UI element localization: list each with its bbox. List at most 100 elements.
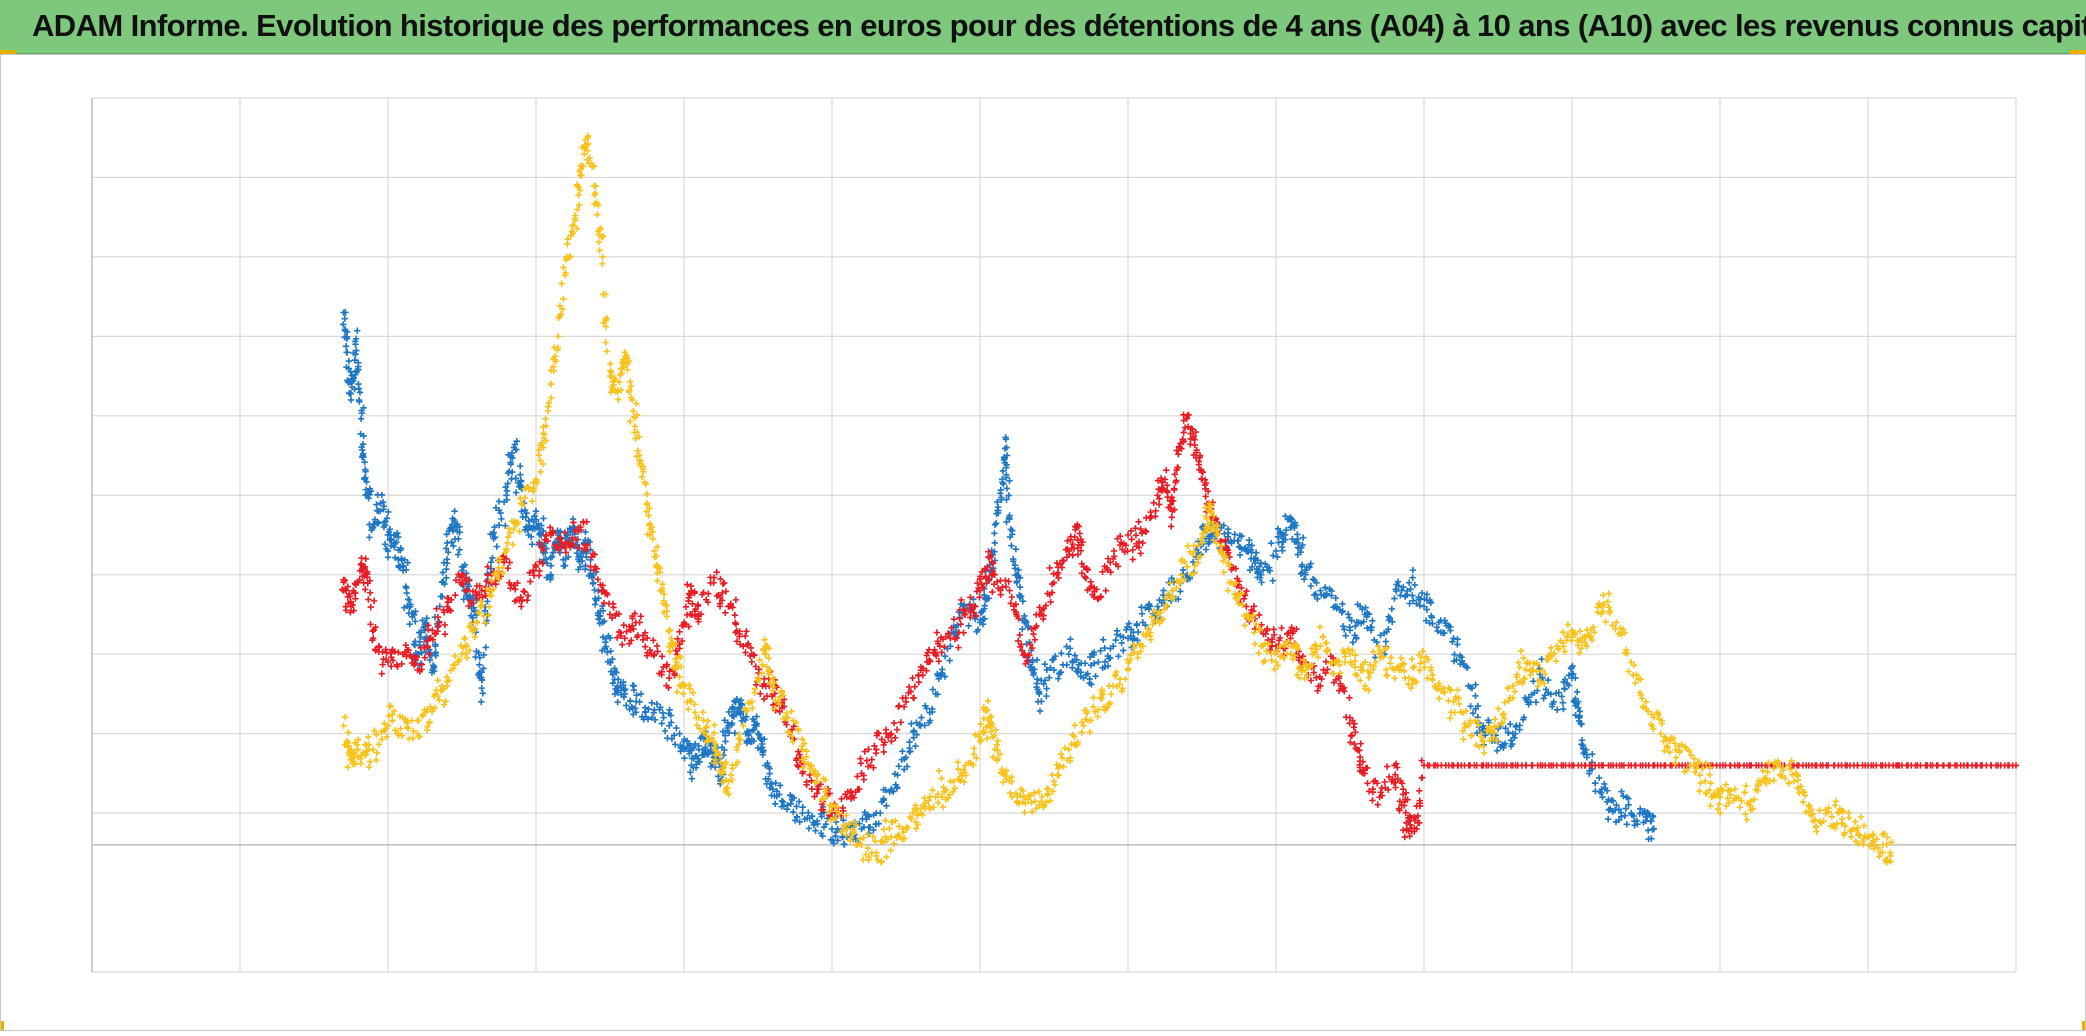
interpolated-point: [508, 468, 516, 476]
interpolated-point: [1534, 687, 1541, 694]
interpolated-point: [1278, 543, 1286, 551]
interpolated-point: [832, 829, 839, 836]
interpolated-point: [1559, 699, 1567, 706]
interpolated-point: [727, 771, 734, 779]
interpolated-point: [528, 541, 536, 548]
interpolated-point: [658, 653, 666, 660]
interpolated-point: [367, 603, 374, 611]
interpolated-point: [620, 678, 627, 686]
interpolated-point: [1063, 661, 1070, 669]
interpolated-point: [1255, 649, 1262, 657]
interpolated-point: [778, 797, 786, 805]
interpolated-point: [1578, 721, 1585, 728]
interpolated-point: [1057, 750, 1065, 758]
interpolated-point: [1184, 542, 1191, 550]
interpolated-point: [999, 479, 1006, 486]
interpolated-point: [1224, 525, 1232, 533]
interpolated-point: [1630, 812, 1637, 820]
interpolated-point: [1360, 618, 1367, 625]
interpolated-point: [1289, 521, 1297, 528]
interpolated-point: [965, 622, 972, 630]
interpolated-point: [547, 562, 555, 569]
data-point: [888, 730, 895, 737]
interpolated-point: [519, 513, 527, 521]
data-point: [384, 658, 392, 666]
interpolated-point: [750, 737, 757, 745]
interpolated-point: [353, 347, 360, 354]
data-point: [444, 539, 451, 547]
interpolated-point: [615, 396, 622, 403]
interpolated-point: [480, 651, 488, 659]
interpolated-point: [1580, 750, 1587, 757]
interpolated-point: [1575, 714, 1583, 721]
interpolated-point: [344, 583, 351, 590]
interpolated-point: [517, 478, 525, 485]
interpolated-point: [560, 295, 567, 303]
interpolated-point: [1300, 576, 1308, 583]
interpolated-point: [341, 315, 348, 322]
interpolated-point: [1351, 657, 1359, 665]
interpolated-point: [865, 813, 873, 820]
interpolated-point: [373, 749, 381, 757]
interpolated-point: [731, 729, 739, 737]
interpolated-point: [646, 646, 654, 654]
interpolated-point: [1353, 634, 1360, 641]
interpolated-point: [787, 800, 794, 808]
interpolated-point: [1473, 729, 1481, 737]
interpolated-point: [1422, 617, 1430, 624]
interpolated-point: [1389, 618, 1396, 625]
interpolated-point: [717, 575, 724, 583]
interpolated-point: [883, 802, 890, 810]
interpolated-point: [1369, 617, 1376, 625]
interpolated-point: [691, 740, 699, 748]
interpolated-point: [1311, 591, 1318, 599]
interpolated-point: [1101, 658, 1109, 666]
interpolated-point: [385, 508, 392, 516]
interpolated-point: [1220, 522, 1228, 529]
interpolated-point: [465, 577, 473, 584]
interpolated-point: [569, 541, 576, 548]
interpolated-point: [609, 655, 616, 663]
interpolated-point: [1367, 627, 1375, 634]
interpolated-point: [1246, 537, 1253, 544]
interpolated-point: [454, 551, 462, 558]
interpolated-point: [1248, 542, 1255, 549]
interpolated-point: [648, 699, 655, 707]
interpolated-point: [379, 661, 386, 668]
interpolated-point: [888, 818, 895, 826]
interpolated-point: [607, 648, 614, 655]
interpolated-point: [512, 586, 519, 593]
interpolated-point: [694, 601, 702, 608]
interpolated-point: [738, 717, 745, 725]
interpolated-point: [1493, 747, 1501, 754]
interpolated-point: [357, 760, 365, 767]
interpolated-point: [880, 795, 887, 802]
interpolated-point: [1409, 566, 1417, 574]
interpolated-point: [752, 681, 760, 688]
interpolated-point: [1392, 586, 1399, 593]
interpolated-point: [1400, 583, 1407, 591]
interpolated-point: [461, 561, 469, 569]
interpolated-point: [1112, 636, 1119, 644]
interpolated-point: [747, 644, 755, 652]
interpolated-point: [850, 794, 858, 801]
interpolated-point: [1013, 578, 1021, 585]
interpolated-point: [405, 646, 412, 654]
interpolated-point: [761, 636, 768, 643]
interpolated-point: [973, 628, 980, 635]
interpolated-point: [407, 651, 414, 658]
interpolated-point: [1349, 639, 1357, 646]
interpolated-point: [1369, 797, 1376, 804]
interpolated-point: [1612, 818, 1620, 826]
interpolated-point: [935, 675, 942, 682]
data-point: [828, 825, 836, 833]
interpolated-point: [1441, 629, 1448, 637]
interpolated-point: [695, 742, 702, 750]
interpolated-point: [1575, 698, 1582, 705]
interpolated-point: [1003, 485, 1011, 492]
interpolated-point: [633, 691, 640, 699]
interpolated-point: [1003, 452, 1011, 459]
interpolated-point: [1266, 567, 1274, 575]
interpolated-point: [1008, 542, 1015, 549]
interpolated-point: [854, 773, 861, 780]
